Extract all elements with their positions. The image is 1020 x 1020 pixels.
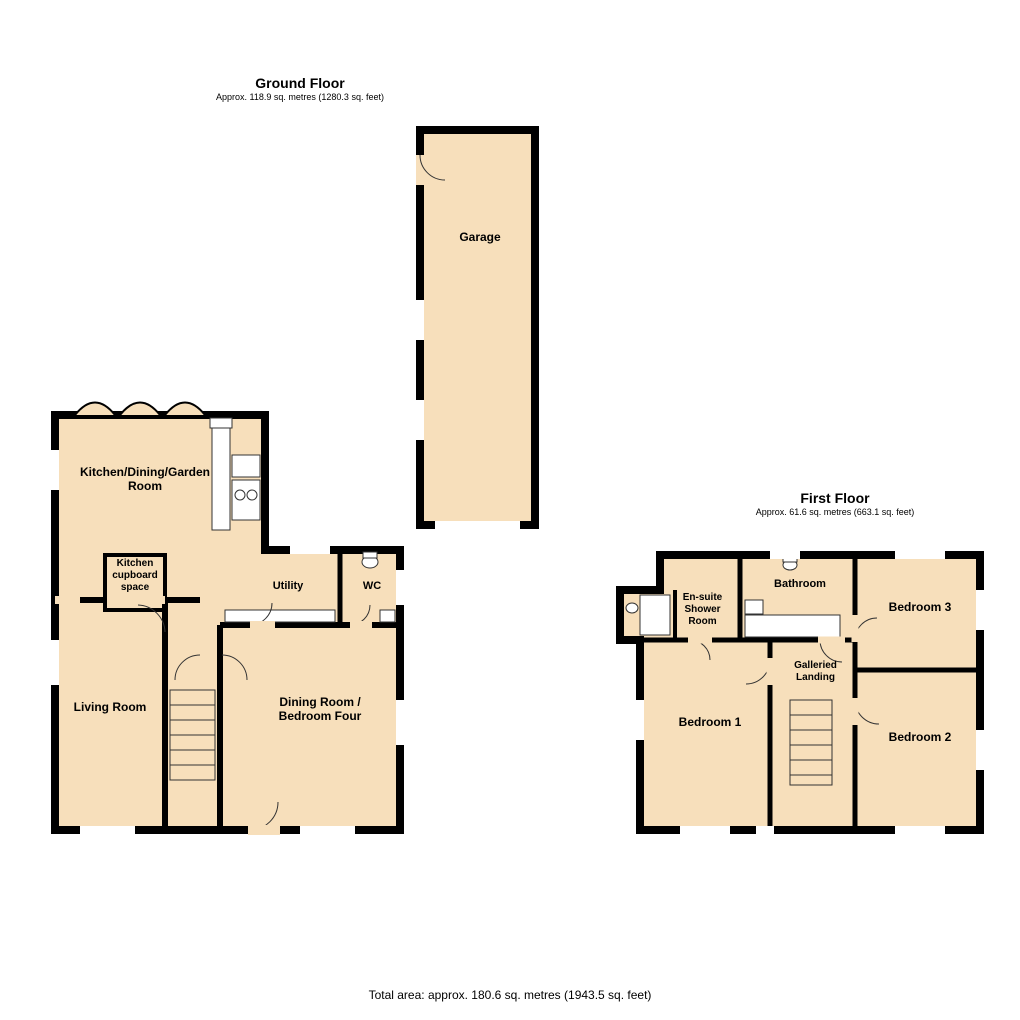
label-ensuite: En-suite Shower Room bbox=[670, 592, 735, 628]
ground-floor-subtitle: Approx. 118.9 sq. metres (1280.3 sq. fee… bbox=[180, 92, 420, 102]
label-dining-bed4: Dining Room / Bedroom Four bbox=[270, 695, 370, 724]
total-area-footer: Total area: approx. 180.6 sq. metres (19… bbox=[0, 988, 1020, 1002]
label-utility: Utility bbox=[258, 580, 318, 593]
label-kitchen-dining: Kitchen/Dining/Garden Room bbox=[70, 465, 220, 494]
label-cupboard: Kitchen cupboard space bbox=[105, 558, 165, 594]
label-garage: Garage bbox=[440, 230, 520, 244]
first-floor-subtitle: Approx. 61.6 sq. metres (663.1 sq. feet) bbox=[735, 507, 935, 517]
ground-floor-title: Ground Floor bbox=[200, 75, 400, 91]
label-wc: WC bbox=[352, 580, 392, 593]
label-bedroom1: Bedroom 1 bbox=[660, 715, 760, 729]
label-landing: Galleried Landing bbox=[778, 660, 853, 684]
label-bathroom: Bathroom bbox=[760, 578, 840, 591]
label-bedroom2: Bedroom 2 bbox=[870, 730, 970, 744]
garage-block bbox=[416, 130, 535, 529]
label-bedroom3: Bedroom 3 bbox=[870, 600, 970, 614]
first-floor-title: First Floor bbox=[760, 490, 910, 506]
label-living: Living Room bbox=[60, 700, 160, 714]
